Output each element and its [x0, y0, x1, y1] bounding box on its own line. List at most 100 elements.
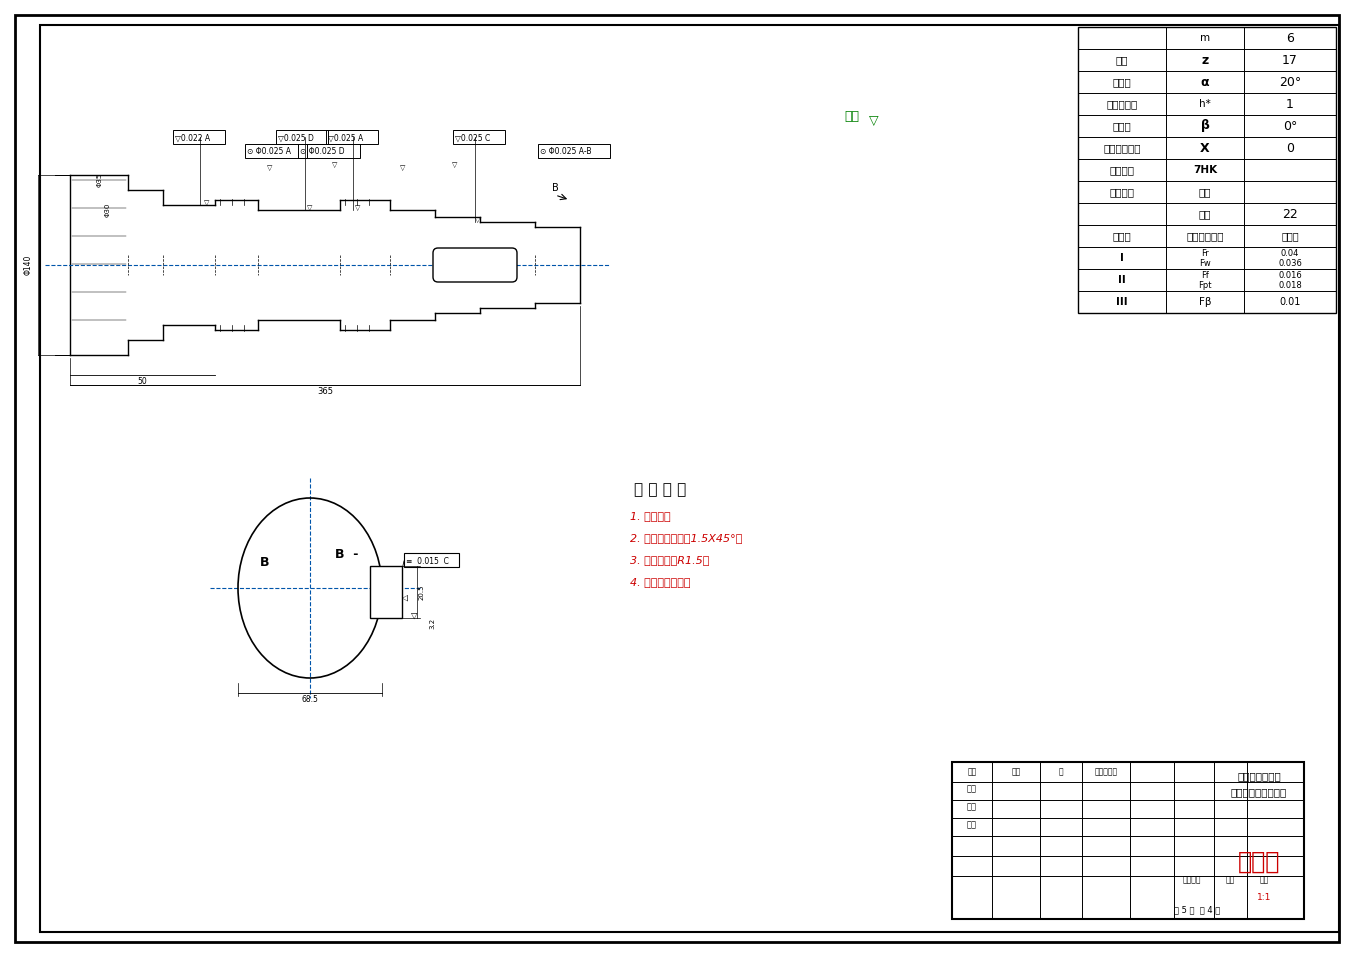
- Text: Fβ: Fβ: [1198, 297, 1212, 307]
- Text: 更改文件号: 更改文件号: [1094, 768, 1117, 776]
- Text: 公差値: 公差値: [1281, 231, 1298, 241]
- Text: II: II: [1118, 275, 1127, 285]
- Text: ⊙ Φ0.025 A-B: ⊙ Φ0.025 A-B: [540, 147, 592, 157]
- Text: 图号: 图号: [1198, 187, 1212, 197]
- Bar: [326, 130, 378, 144]
- Text: 1:1: 1:1: [1257, 894, 1271, 902]
- Text: B  -: B -: [334, 547, 359, 561]
- Text: ▽0.025 A: ▽0.025 A: [328, 133, 363, 143]
- Text: 联旋角: 联旋角: [1113, 121, 1132, 131]
- Text: 齿顶高系数: 齿顶高系数: [1106, 99, 1137, 109]
- Text: β: β: [1201, 120, 1209, 132]
- Text: Ff: Ff: [1201, 271, 1209, 279]
- Bar: [245, 144, 307, 158]
- Text: 20.5: 20.5: [418, 585, 425, 600]
- Text: 22: 22: [1282, 208, 1298, 220]
- Text: 7HK: 7HK: [1193, 165, 1217, 175]
- Text: 审核: 审核: [967, 803, 978, 812]
- Text: 0.016: 0.016: [1278, 271, 1303, 279]
- Bar: [370, 566, 402, 618]
- Text: 处数: 处数: [1011, 768, 1021, 776]
- Text: ▽0.025 D: ▽0.025 D: [278, 133, 314, 143]
- Text: Fw: Fw: [1200, 258, 1210, 268]
- Text: I: I: [1120, 253, 1124, 263]
- Text: ≡  0.015  C: ≡ 0.015 C: [406, 557, 450, 566]
- Text: 齿形角: 齿形角: [1113, 77, 1132, 87]
- Text: ▽: ▽: [204, 200, 210, 206]
- Text: Φ140: Φ140: [23, 255, 32, 276]
- Text: α: α: [1201, 76, 1209, 88]
- Text: 区: 区: [1059, 768, 1063, 776]
- Bar: [538, 144, 611, 158]
- Text: 工艺: 工艺: [967, 820, 978, 830]
- Text: 0°: 0°: [1282, 120, 1297, 132]
- Text: 输入轴: 输入轴: [1238, 850, 1280, 874]
- Text: ⊙ Φ0.025 A: ⊙ Φ0.025 A: [246, 147, 291, 157]
- Text: 4. 齿部高频淨火。: 4. 齿部高频淨火。: [630, 577, 691, 587]
- Text: ▽: ▽: [307, 205, 313, 211]
- Text: 齿数: 齿数: [1198, 209, 1212, 219]
- Bar: [276, 130, 328, 144]
- Text: 68.5: 68.5: [302, 696, 318, 704]
- Text: 0.01: 0.01: [1280, 297, 1301, 307]
- Text: 50: 50: [137, 376, 146, 386]
- Text: 17: 17: [1282, 54, 1298, 66]
- Text: 20°: 20°: [1280, 76, 1301, 88]
- Text: ▽: ▽: [401, 593, 409, 600]
- Text: ▽: ▽: [475, 217, 481, 223]
- Text: Φ35: Φ35: [97, 173, 103, 188]
- Text: 3.2: 3.2: [429, 617, 435, 629]
- Text: 1. 去毛刺；: 1. 去毛刺；: [630, 511, 670, 521]
- Text: 重量: 重量: [1225, 876, 1235, 884]
- Text: ▽: ▽: [401, 165, 406, 171]
- FancyBboxPatch shape: [433, 248, 517, 282]
- Text: 共 5 张  第 4 张: 共 5 张 第 4 张: [1174, 905, 1220, 915]
- Text: ▽: ▽: [267, 165, 272, 171]
- Text: 精度等级: 精度等级: [1109, 165, 1135, 175]
- Text: ▽0.022 A: ▽0.022 A: [175, 133, 210, 143]
- Text: 2. 未注明的圆角为1.5X45°；: 2. 未注明的圆角为1.5X45°；: [630, 533, 742, 543]
- Bar: [952, 762, 1304, 919]
- Text: III: III: [1116, 297, 1128, 307]
- Text: 设计: 设计: [967, 785, 978, 793]
- Text: 径向变位系数: 径向变位系数: [1104, 143, 1141, 153]
- Text: ▽0.025 C: ▽0.025 C: [455, 133, 490, 143]
- Text: 黑龙江工程学院: 黑龙江工程学院: [1238, 771, 1281, 781]
- Text: 6: 6: [1286, 32, 1294, 44]
- Text: ▽: ▽: [355, 205, 360, 211]
- Text: 标记: 标记: [967, 768, 976, 776]
- Text: 0.036: 0.036: [1278, 258, 1303, 268]
- Bar: [454, 130, 505, 144]
- Text: 齿数: 齿数: [1116, 55, 1128, 65]
- Text: z: z: [1201, 54, 1209, 66]
- Text: 公差组: 公差组: [1113, 231, 1132, 241]
- Text: Fr: Fr: [1201, 249, 1209, 257]
- Text: 0.018: 0.018: [1278, 280, 1303, 290]
- Bar: [298, 144, 360, 158]
- Text: 标准检记: 标准检记: [1183, 876, 1201, 884]
- Text: 配对齿轮: 配对齿轮: [1109, 187, 1135, 197]
- Text: 汽车与交通工程学院: 汽车与交通工程学院: [1231, 787, 1288, 797]
- Text: 365: 365: [317, 388, 333, 396]
- Bar: [1078, 27, 1336, 313]
- Text: Φ30: Φ30: [106, 203, 111, 217]
- Text: Fpt: Fpt: [1198, 280, 1212, 290]
- Text: 3. 过渡圆角为R1.5；: 3. 过渡圆角为R1.5；: [630, 555, 709, 565]
- Text: X: X: [1200, 142, 1210, 154]
- Bar: [173, 130, 225, 144]
- Text: B: B: [260, 557, 269, 569]
- Text: 0: 0: [1286, 142, 1294, 154]
- Text: m: m: [1200, 33, 1210, 43]
- Text: ⊙ Φ0.025 D: ⊙ Φ0.025 D: [301, 147, 345, 157]
- Text: 技 术 要 求: 技 术 要 求: [634, 482, 686, 498]
- Text: ▽: ▽: [452, 162, 458, 168]
- Text: 比例: 比例: [1259, 876, 1269, 884]
- Text: ▽: ▽: [332, 162, 337, 168]
- Text: 1: 1: [1286, 98, 1294, 110]
- Text: ▽: ▽: [869, 114, 879, 126]
- Bar: [403, 553, 459, 567]
- Text: 检验项目代号: 检验项目代号: [1186, 231, 1224, 241]
- Text: 其余: 其余: [845, 110, 860, 123]
- Text: ▽: ▽: [410, 611, 417, 619]
- Text: h*: h*: [1200, 99, 1210, 109]
